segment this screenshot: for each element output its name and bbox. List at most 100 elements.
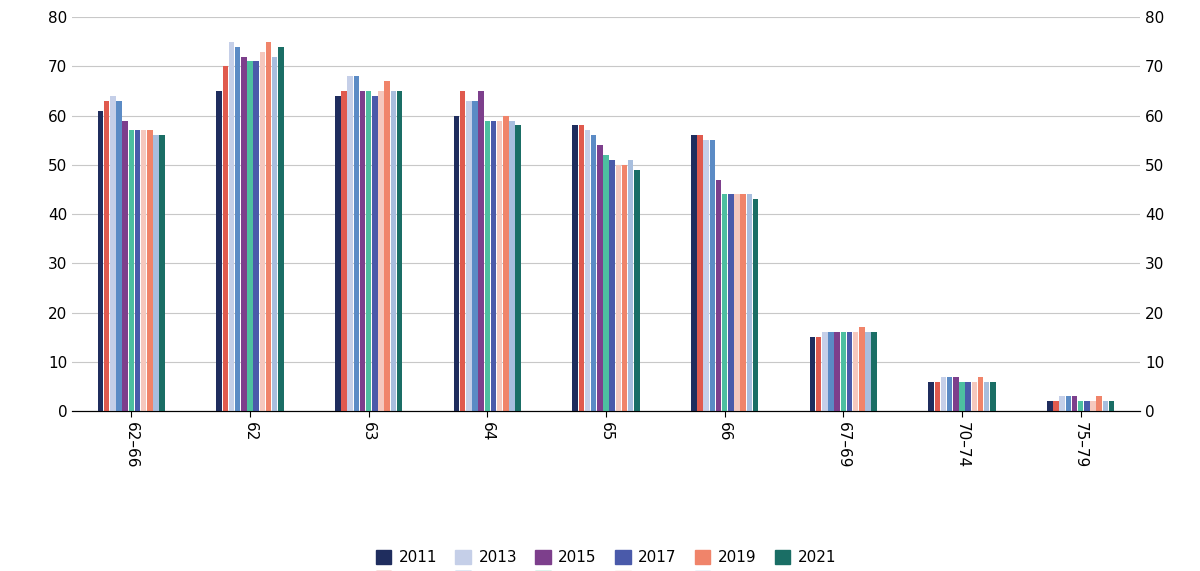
Bar <box>728 194 733 411</box>
Bar <box>104 101 109 411</box>
Bar <box>128 130 134 411</box>
Bar <box>990 381 996 411</box>
Bar <box>1072 396 1078 411</box>
Bar <box>628 160 634 411</box>
Bar <box>110 96 115 411</box>
Bar <box>454 115 460 411</box>
Bar <box>272 57 277 411</box>
Bar <box>604 155 608 411</box>
Bar <box>578 126 584 411</box>
Bar <box>391 91 396 411</box>
Bar <box>116 101 121 411</box>
Bar <box>223 66 228 411</box>
Bar <box>610 160 614 411</box>
Bar <box>752 199 758 411</box>
Bar <box>598 145 602 411</box>
Bar <box>397 91 402 411</box>
Bar <box>278 47 283 411</box>
Bar <box>929 381 934 411</box>
Bar <box>1060 396 1064 411</box>
Bar <box>616 165 622 411</box>
Bar <box>984 381 989 411</box>
Bar <box>746 194 752 411</box>
Bar <box>828 332 834 411</box>
Bar <box>966 381 971 411</box>
Bar <box>265 42 271 411</box>
Bar <box>941 377 947 411</box>
Bar <box>241 57 246 411</box>
Bar <box>978 377 983 411</box>
Bar <box>859 327 864 411</box>
Bar <box>865 332 871 411</box>
Bar <box>378 91 384 411</box>
Bar <box>253 62 259 411</box>
Bar <box>229 42 234 411</box>
Bar <box>384 81 390 411</box>
Bar <box>1078 401 1084 411</box>
Bar <box>154 135 158 411</box>
Bar <box>947 377 953 411</box>
Bar <box>148 130 152 411</box>
Bar <box>466 101 472 411</box>
Bar <box>140 130 146 411</box>
Bar <box>847 332 852 411</box>
Legend: 2011, 2012, 2013, 2014, 2015, 2016, 2017, 2018, 2019, 2020, 2021, : 2011, 2012, 2013, 2014, 2015, 2016, 2017… <box>370 544 842 571</box>
Bar <box>1066 396 1072 411</box>
Bar <box>935 381 940 411</box>
Bar <box>1048 401 1052 411</box>
Bar <box>160 135 164 411</box>
Bar <box>734 194 739 411</box>
Bar <box>1084 401 1090 411</box>
Bar <box>360 91 365 411</box>
Bar <box>572 126 578 411</box>
Bar <box>1097 396 1102 411</box>
Bar <box>590 135 596 411</box>
Bar <box>810 337 815 411</box>
Bar <box>697 135 703 411</box>
Bar <box>1054 401 1058 411</box>
Bar <box>871 332 877 411</box>
Bar <box>822 332 828 411</box>
Bar <box>259 51 265 411</box>
Bar <box>740 194 746 411</box>
Bar <box>235 47 240 411</box>
Bar <box>972 381 977 411</box>
Bar <box>1091 401 1096 411</box>
Bar <box>959 381 965 411</box>
Bar <box>335 96 341 411</box>
Bar <box>1103 401 1108 411</box>
Bar <box>372 96 378 411</box>
Bar <box>97 111 103 411</box>
Bar <box>853 332 858 411</box>
Bar <box>834 332 840 411</box>
Bar <box>460 91 466 411</box>
Bar <box>841 332 846 411</box>
Bar <box>485 120 490 411</box>
Bar <box>247 62 253 411</box>
Bar <box>622 165 628 411</box>
Bar <box>216 91 222 411</box>
Bar <box>341 91 347 411</box>
Bar <box>491 120 497 411</box>
Bar <box>715 180 721 411</box>
Bar <box>816 337 821 411</box>
Bar <box>479 91 484 411</box>
Bar <box>709 140 715 411</box>
Bar <box>354 76 359 411</box>
Bar <box>497 120 503 411</box>
Bar <box>691 135 696 411</box>
Bar <box>473 101 478 411</box>
Bar <box>134 130 140 411</box>
Bar <box>503 115 509 411</box>
Bar <box>366 91 371 411</box>
Bar <box>1109 401 1115 411</box>
Bar <box>703 140 709 411</box>
Bar <box>953 377 959 411</box>
Bar <box>509 120 515 411</box>
Bar <box>722 194 727 411</box>
Bar <box>634 170 640 411</box>
Bar <box>516 126 521 411</box>
Bar <box>348 76 353 411</box>
Bar <box>584 130 590 411</box>
Bar <box>122 120 128 411</box>
